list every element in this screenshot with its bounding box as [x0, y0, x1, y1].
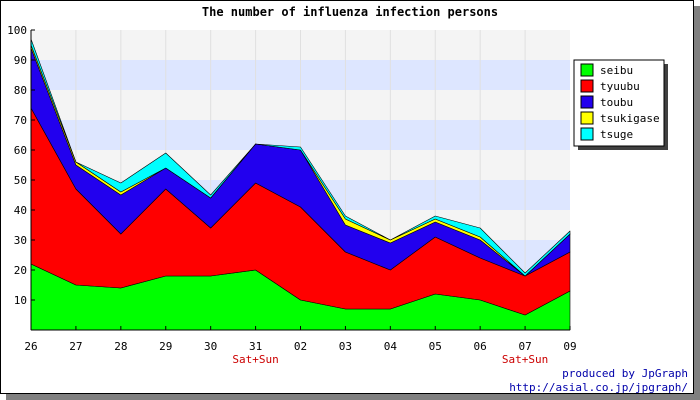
legend-swatch-tsukigase [580, 111, 594, 125]
chart-title: The number of influenza infection person… [202, 5, 498, 19]
y-tick-label: 80 [14, 84, 27, 97]
y-tick-label: 10 [14, 294, 27, 307]
y-tick-labels: 10 20 30 40 50 60 70 80 90 100 [7, 24, 27, 307]
y-tick-label: 70 [14, 114, 27, 127]
legend-label-tsuge: tsuge [600, 128, 633, 141]
area-tsuge [30, 38, 571, 277]
x-tick-label: 30 [204, 340, 217, 353]
x-tick-label: 28 [114, 340, 127, 353]
x-tick-label: 26 [24, 340, 37, 353]
y-tick-label: 30 [14, 234, 27, 247]
axes [30, 29, 571, 331]
legend-swatch-toubu [580, 95, 594, 109]
frame-shadow-bottom [6, 394, 700, 400]
legend-label-seibu: seibu [600, 64, 633, 77]
stacked-areas [30, 38, 571, 331]
x-tick-label: 07 [518, 340, 531, 353]
x-tick-label: 29 [159, 340, 172, 353]
x-tick-label: 27 [69, 340, 82, 353]
legend-swatch-tsuge [580, 127, 594, 141]
legend-label-toubu: toubu [600, 96, 633, 109]
x-tick-label: 06 [474, 340, 487, 353]
y-tick-label: 50 [14, 174, 27, 187]
legend-label-tsukigase: tsukigase [600, 112, 660, 125]
legend-swatch-seibu [580, 63, 594, 77]
x-tick-label: 03 [339, 340, 352, 353]
legend-swatch-tyuubu [580, 79, 594, 93]
y-tick-label: 60 [14, 144, 27, 157]
credit-line-2: http://asial.co.jp/jpgraph/ [509, 381, 688, 394]
weekend-label: Sat+Sun [502, 353, 548, 366]
frame-shadow-right [694, 6, 700, 400]
y-tick-label: 100 [7, 24, 27, 37]
y-tick-label: 90 [14, 54, 27, 67]
legend-items: seibu tyuubu toubu tsukigase tsuge [580, 63, 660, 141]
y-tick-label: 20 [14, 264, 27, 277]
x-tick-label: 02 [294, 340, 307, 353]
legend-label-tyuubu: tyuubu [600, 80, 640, 93]
credit-line-1: produced by JpGraph [562, 367, 688, 380]
legend: seibu tyuubu toubu tsukigase tsuge [573, 59, 668, 150]
x-tick-label: 09 [563, 340, 576, 353]
x-tick-label: 04 [384, 340, 398, 353]
x-tick-label: 05 [429, 340, 442, 353]
weekend-label: Sat+Sun [232, 353, 278, 366]
x-tick-label: 31 [249, 340, 262, 353]
y-tick-label: 40 [14, 204, 27, 217]
